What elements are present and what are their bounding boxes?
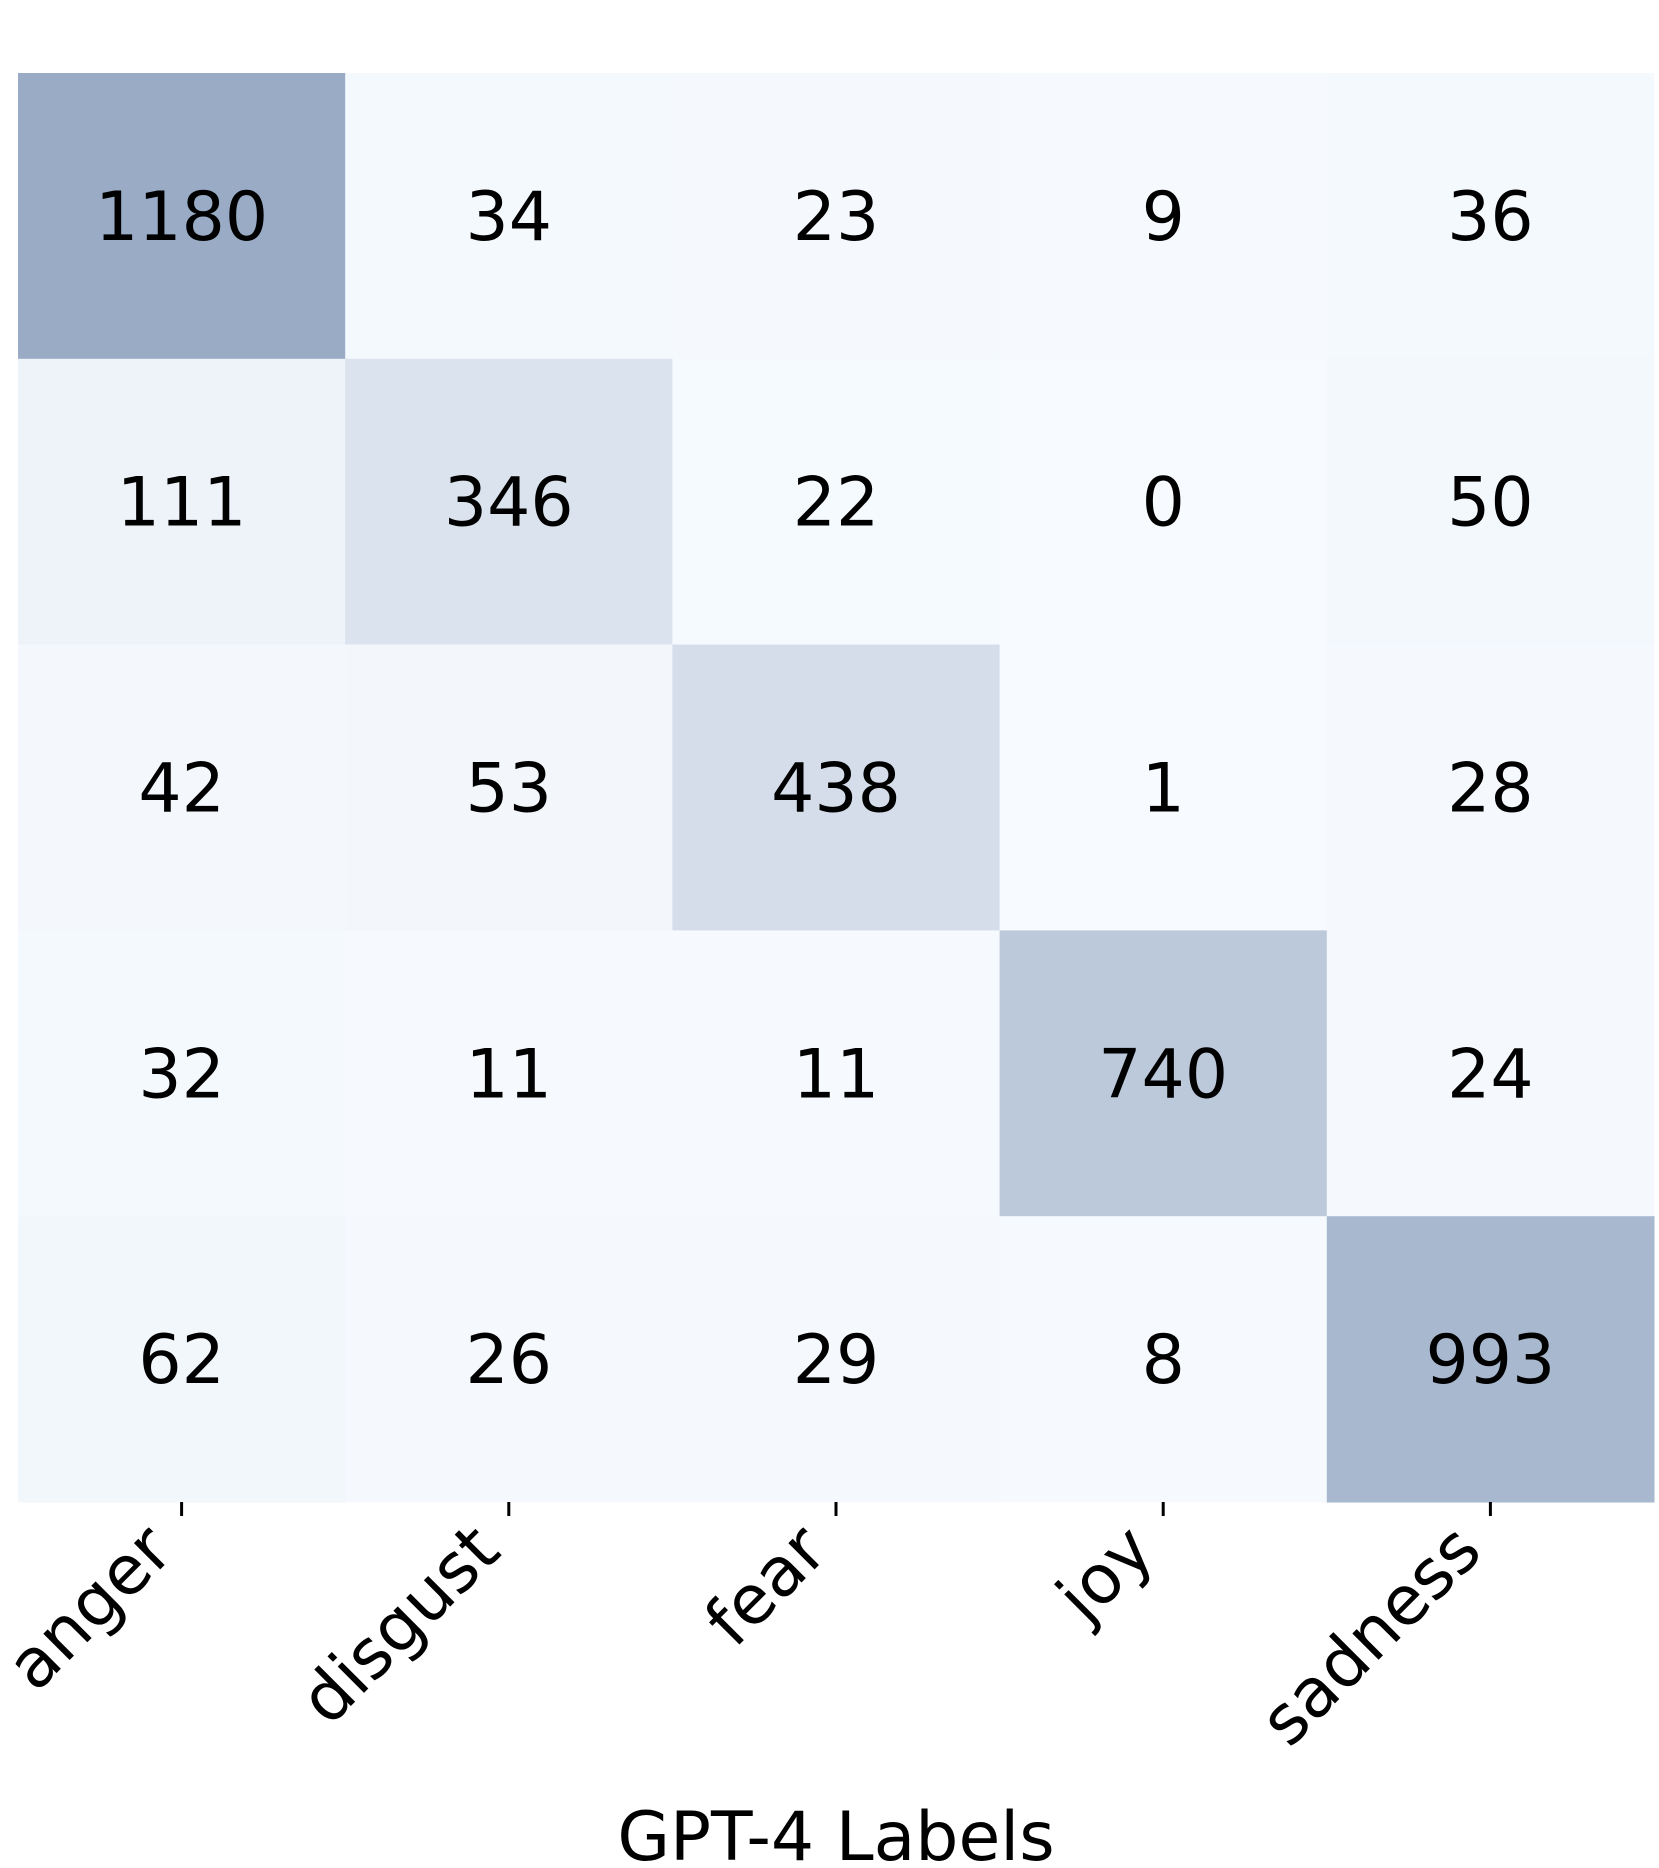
heatmap-cell-r4-c0 bbox=[18, 1216, 346, 1503]
cell-value-r0-c3: 9 bbox=[1142, 178, 1185, 257]
x-tick-label-disgust: disgust bbox=[285, 1510, 515, 1740]
heatmap-cell-r2-c4 bbox=[1326, 644, 1655, 931]
heatmap-cell-r3-c3 bbox=[999, 930, 1328, 1217]
heatmap-cell-r0-c2 bbox=[672, 73, 1001, 360]
cell-value-r4-c2: 29 bbox=[793, 1321, 880, 1400]
cell-value-r1-c0: 111 bbox=[117, 464, 247, 543]
cell-values: 1180 34 23 9 36 111 346 22 0 50 42 53 438 1 28 32 11 11 74… bbox=[95, 178, 1555, 1400]
heatmap-cell-r0-c0 bbox=[18, 73, 346, 360]
x-tick-label-fear: fear bbox=[690, 1510, 842, 1662]
x-axis-ticks bbox=[180, 1502, 1492, 1516]
cell-value-r3-c3: 740 bbox=[1098, 1035, 1228, 1114]
heatmap-cell-r4-c1 bbox=[345, 1216, 673, 1503]
heatmap-cell-r1-c2 bbox=[672, 358, 1001, 646]
x-axis-tick-labels: anger disgust fear joy sadness bbox=[0, 1510, 1496, 1761]
heatmap-cell-r2-c0 bbox=[18, 644, 346, 931]
cell-value-r4-c1: 26 bbox=[466, 1321, 553, 1400]
cell-value-r2-c3: 1 bbox=[1142, 750, 1185, 829]
heatmap-cell-r1-c4 bbox=[1326, 358, 1655, 646]
cell-value-r3-c2: 11 bbox=[793, 1035, 880, 1114]
x-axis-label: GPT-4 Labels bbox=[617, 1798, 1054, 1868]
heatmap-cell-r4-c2 bbox=[672, 1216, 1001, 1503]
heatmap-cell-r3-c1 bbox=[345, 930, 673, 1217]
cell-value-r1-c1: 346 bbox=[444, 464, 574, 543]
heatmap-cell-r2-c2 bbox=[672, 644, 1001, 931]
cell-value-r3-c4: 24 bbox=[1447, 1035, 1534, 1114]
cell-value-r3-c1: 11 bbox=[466, 1035, 553, 1114]
heatmap-cell-r0-c3 bbox=[999, 73, 1328, 360]
cell-value-r2-c1: 53 bbox=[466, 750, 553, 829]
heatmap-cell-r3-c0 bbox=[18, 930, 346, 1217]
heatmap-cell-r3-c4 bbox=[1326, 930, 1655, 1217]
x-tick-label-sadness: sadness bbox=[1245, 1510, 1496, 1761]
cell-value-r1-c4: 50 bbox=[1447, 464, 1534, 543]
heatmap-cell-r1-c1 bbox=[345, 358, 673, 646]
heatmap-cell-r4-c4 bbox=[1326, 1216, 1655, 1503]
heatmap-cell-r1-c0 bbox=[18, 358, 346, 646]
heatmap-cell-r3-c2 bbox=[672, 930, 1001, 1217]
heatmap-cell-r2-c3 bbox=[999, 644, 1328, 931]
cell-value-r0-c2: 23 bbox=[793, 178, 880, 257]
cell-value-r0-c0: 1180 bbox=[95, 178, 268, 257]
cell-value-r4-c0: 62 bbox=[138, 1321, 225, 1400]
cell-value-r1-c3: 0 bbox=[1142, 464, 1185, 543]
x-tick-label-joy: joy bbox=[1041, 1510, 1170, 1639]
cell-value-r2-c2: 438 bbox=[771, 750, 901, 829]
cell-value-r4-c4: 993 bbox=[1426, 1321, 1556, 1400]
heatmap-cells bbox=[18, 73, 1655, 1503]
cell-value-r2-c0: 42 bbox=[138, 750, 225, 829]
x-tick-label-anger: anger bbox=[0, 1510, 188, 1706]
heatmap-cell-r2-c1 bbox=[345, 644, 673, 931]
heatmap-cell-r1-c3 bbox=[999, 358, 1328, 646]
cell-value-r2-c4: 28 bbox=[1447, 750, 1534, 829]
heatmap-cell-r4-c3 bbox=[999, 1216, 1328, 1503]
cell-value-r1-c2: 22 bbox=[793, 464, 880, 543]
cell-value-r4-c3: 8 bbox=[1142, 1321, 1185, 1400]
heatmap-cell-r0-c1 bbox=[345, 73, 673, 360]
cell-value-r0-c1: 34 bbox=[466, 178, 553, 257]
cell-value-r3-c0: 32 bbox=[138, 1035, 225, 1114]
cell-value-r0-c4: 36 bbox=[1447, 178, 1534, 257]
heatmap-cell-r0-c4 bbox=[1326, 73, 1655, 360]
